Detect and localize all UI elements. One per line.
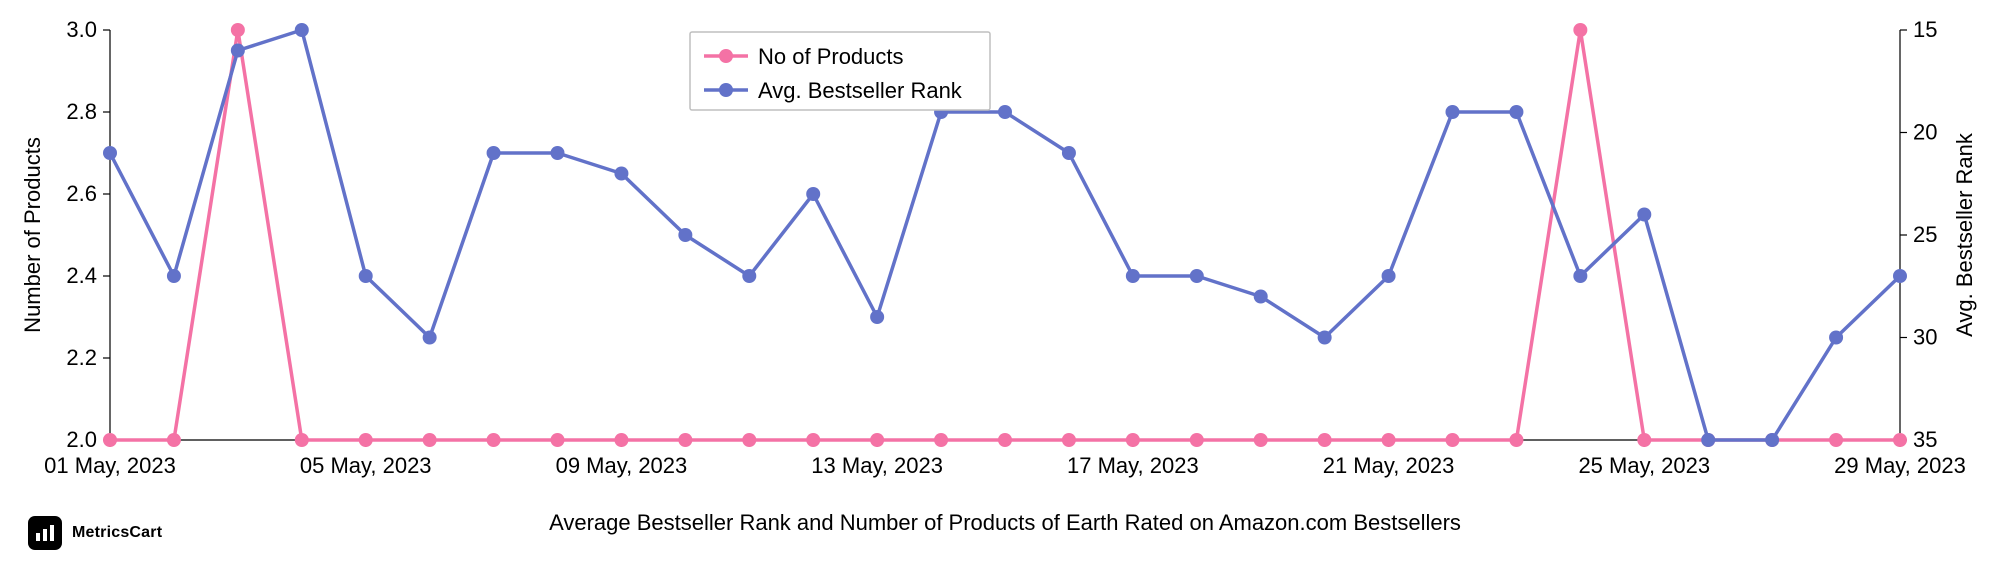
y-left-tick-label: 2.2 — [66, 345, 97, 370]
y-left-tick-label: 2.8 — [66, 99, 97, 124]
series-marker — [423, 433, 437, 447]
series-marker — [742, 269, 756, 283]
series-marker — [1126, 269, 1140, 283]
series-marker — [1829, 433, 1843, 447]
series-marker — [998, 433, 1012, 447]
series-marker — [167, 269, 181, 283]
series-marker — [1446, 105, 1460, 119]
series-marker — [934, 433, 948, 447]
series-marker — [1126, 433, 1140, 447]
legend-swatch-marker — [719, 49, 733, 63]
y-right-tick-label: 20 — [1913, 120, 1937, 145]
series-marker — [870, 310, 884, 324]
y-right-tick-label: 15 — [1913, 17, 1937, 42]
series-marker — [1893, 269, 1907, 283]
series-marker — [359, 433, 373, 447]
series-marker — [103, 146, 117, 160]
series-marker — [806, 187, 820, 201]
y-left-tick-label: 2.4 — [66, 263, 97, 288]
series-marker — [1062, 433, 1076, 447]
x-tick-label: 17 May, 2023 — [1067, 453, 1199, 478]
y-left-axis-label: Number of Products — [20, 137, 45, 333]
series-marker — [998, 105, 1012, 119]
series-marker — [614, 167, 628, 181]
series-marker — [551, 146, 565, 160]
series-marker — [231, 23, 245, 37]
series-marker — [1893, 433, 1907, 447]
series-marker — [103, 433, 117, 447]
series-marker — [359, 269, 373, 283]
series-marker — [1765, 433, 1779, 447]
series-marker — [487, 433, 501, 447]
series-marker — [1509, 105, 1523, 119]
x-tick-label: 25 May, 2023 — [1578, 453, 1710, 478]
series-marker — [1318, 433, 1332, 447]
series-marker — [167, 433, 181, 447]
y-right-tick-label: 25 — [1913, 222, 1937, 247]
series-marker — [295, 23, 309, 37]
series-marker — [1254, 433, 1268, 447]
series-marker — [1190, 433, 1204, 447]
series-marker — [1062, 146, 1076, 160]
series-marker — [1382, 433, 1396, 447]
series-marker — [1829, 331, 1843, 345]
chart-caption: Average Bestseller Rank and Number of Pr… — [549, 510, 1461, 535]
branding-text: MetricsCart — [72, 524, 162, 542]
x-tick-label: 21 May, 2023 — [1323, 453, 1455, 478]
series-marker — [1382, 269, 1396, 283]
x-tick-label: 29 May, 2023 — [1834, 453, 1966, 478]
chart-container: 2.0 2.2 2.4 2.6 2.8 3.0 35 30 25 20 15 01 May, 2023… — [0, 0, 2016, 576]
y-right-axis-label: Avg. Bestseller Rank — [1952, 132, 1977, 337]
series-marker — [1637, 208, 1651, 222]
y-right-tick-label: 30 — [1913, 325, 1937, 350]
y-right-tick-label: 35 — [1913, 427, 1937, 452]
series-marker — [551, 433, 565, 447]
x-tick-label: 01 May, 2023 — [44, 453, 176, 478]
series-marker — [487, 146, 501, 160]
series-marker — [1509, 433, 1523, 447]
x-tick-label: 05 May, 2023 — [300, 453, 432, 478]
branding: MetricsCart — [28, 516, 162, 550]
y-left-tick-label: 2.0 — [66, 427, 97, 452]
series-marker — [1446, 433, 1460, 447]
series-marker — [742, 433, 756, 447]
series-marker — [1573, 269, 1587, 283]
series-marker — [678, 228, 692, 242]
series-marker — [1190, 269, 1204, 283]
series-marker — [423, 331, 437, 345]
series-marker — [1637, 433, 1651, 447]
legend-swatch-marker — [719, 83, 733, 97]
series-marker — [1254, 290, 1268, 304]
legend-label: Avg. Bestseller Rank — [758, 78, 963, 103]
series-marker — [870, 433, 884, 447]
series-line — [110, 30, 1900, 440]
series-marker — [1318, 331, 1332, 345]
series-marker — [295, 433, 309, 447]
legend-label: No of Products — [758, 44, 904, 69]
series-marker — [678, 433, 692, 447]
x-tick-label: 13 May, 2023 — [811, 453, 943, 478]
series-marker — [614, 433, 628, 447]
series-line — [110, 30, 1900, 440]
series-marker — [1701, 433, 1715, 447]
series-marker — [1573, 23, 1587, 37]
series-marker — [231, 44, 245, 58]
x-tick-label: 09 May, 2023 — [556, 453, 688, 478]
series-marker — [806, 433, 820, 447]
y-left-tick-label: 3.0 — [66, 17, 97, 42]
chart-svg: 2.0 2.2 2.4 2.6 2.8 3.0 35 30 25 20 15 01 May, 2023… — [0, 0, 2016, 576]
metricscart-logo-icon — [28, 516, 62, 550]
y-left-tick-label: 2.6 — [66, 181, 97, 206]
